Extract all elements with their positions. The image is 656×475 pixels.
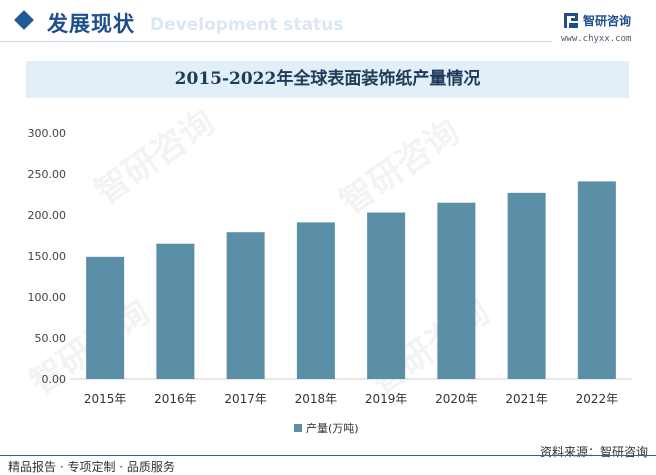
bar [367,212,406,379]
bar [296,222,335,379]
y-tick-label: 150.00 [28,250,67,263]
chart-title: 2015-2022年全球表面装饰纸产量情况 [174,69,481,89]
y-tick-label: 250.00 [28,168,67,181]
chart-title-band [26,61,629,98]
brand-name: 智研咨询 [583,14,632,28]
x-tick-label: 2017年 [224,392,267,406]
y-tick-label: 0.00 [42,373,67,386]
bar [86,256,125,379]
y-tick-label: 100.00 [28,291,67,304]
header: Development status 发展现状 智研咨询 www.chyxx.c… [0,0,656,46]
section-title: 发展现状 [47,12,135,36]
y-tick-label: 50.00 [35,332,67,345]
bar [577,181,616,379]
x-tick-label: 2019年 [365,392,408,406]
y-tick-label: 200.00 [28,209,67,222]
section-subtitle: Development status [150,15,344,35]
x-tick-label: 2022年 [576,392,619,406]
bar [226,232,265,379]
y-tick-label: 300.00 [28,127,67,140]
x-tick-label: 2021年 [505,392,548,406]
footer-divider [0,455,656,456]
source-note: 资料来源：智研咨询 [539,445,648,459]
x-tick-label: 2016年 [154,392,197,406]
bar [507,192,546,379]
header-divider [0,41,552,42]
x-tick-label: 2020年 [435,392,478,406]
footer-slogan: 精品报告 · 专项定制 · 品质服务 [8,460,175,474]
x-tick-label: 2015年 [84,392,127,406]
brand-logo-icon [564,13,578,28]
x-tick-label: 2018年 [295,392,338,406]
legend-label: 产量(万吨) [306,421,359,435]
site-url: www.chyxx.com [561,34,632,44]
bar [156,243,195,379]
legend-swatch [294,424,302,432]
bar [437,202,476,379]
